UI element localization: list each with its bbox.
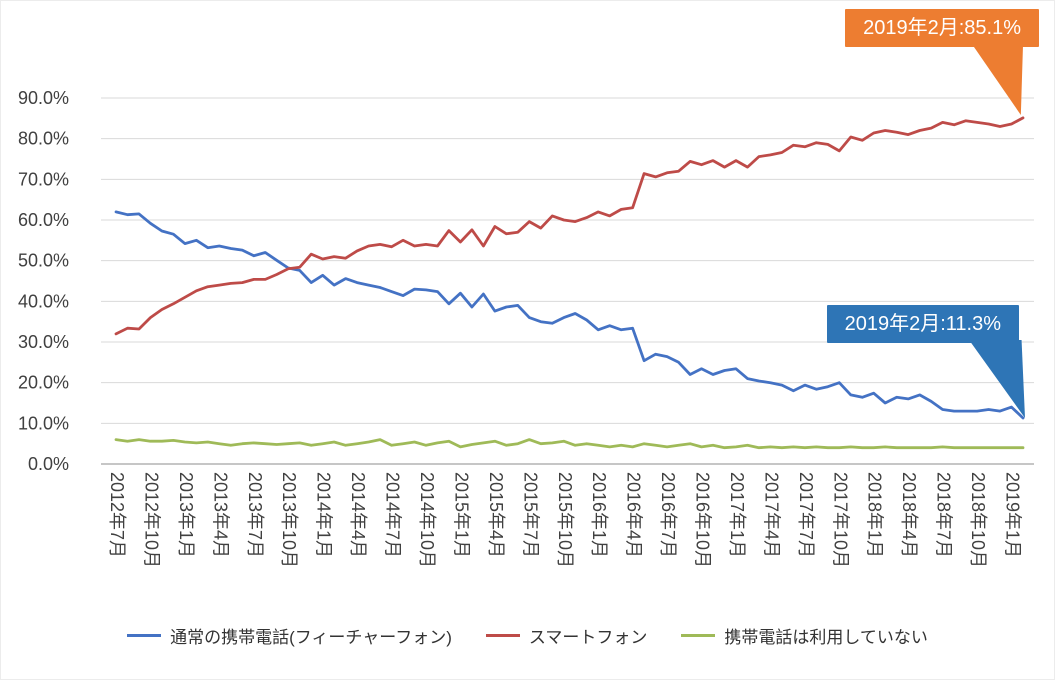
x-tick-label: 2017年10月 xyxy=(830,472,850,568)
x-tick-label: 2017年4月 xyxy=(761,472,781,558)
x-tick-label: 2014年1月 xyxy=(314,472,334,558)
x-tick-label: 2018年10月 xyxy=(968,472,988,568)
y-tick-label: 50.0% xyxy=(18,251,69,271)
x-tick-label: 2017年1月 xyxy=(727,472,747,558)
x-tick-label: 2014年4月 xyxy=(348,472,368,558)
legend-label-feature-phone: 通常の携帯電話(フィーチャーフォン) xyxy=(170,628,452,647)
legend: 通常の携帯電話(フィーチャーフォン) スマートフォン 携帯電話は利用していない xyxy=(1,623,1054,648)
x-tick-label: 2016年7月 xyxy=(658,472,678,558)
y-tick-label: 40.0% xyxy=(18,291,69,311)
x-tick-label: 2012年10月 xyxy=(141,472,161,568)
legend-label-no-phone: 携帯電話は利用していない xyxy=(724,628,928,647)
feature-phone-callout-label: 2019年2月:11.3% xyxy=(844,313,1001,335)
legend-line-swatch-red xyxy=(485,634,520,637)
y-tick-label: 10.0% xyxy=(18,413,69,433)
x-tick-label: 2015年1月 xyxy=(451,472,471,558)
x-tick-label: 2014年10月 xyxy=(417,472,437,568)
x-tick-label: 2012年7月 xyxy=(107,472,127,558)
x-tick-label: 2018年1月 xyxy=(865,472,885,558)
legend-line-swatch-green xyxy=(681,634,716,637)
x-tick-label: 2013年10月 xyxy=(279,472,299,568)
y-tick-label: 70.0% xyxy=(18,169,69,189)
series-line xyxy=(114,438,1025,450)
x-tick-label: 2016年10月 xyxy=(693,472,713,568)
y-tick-label: 80.0% xyxy=(18,129,69,149)
x-tick-label: 2013年4月 xyxy=(210,472,230,558)
legend-item-smartphone: スマートフォン xyxy=(485,623,648,648)
x-tick-label: 2015年10月 xyxy=(555,472,575,568)
legend-item-feature-phone: 通常の携帯電話(フィーチャーフォン) xyxy=(127,623,452,648)
x-tick-label: 2015年7月 xyxy=(520,472,540,558)
smartphone-callout: 2019年2月:85.1% xyxy=(845,9,1039,47)
x-tick-label: 2014年7月 xyxy=(383,472,403,558)
legend-item-no-phone: 携帯電話は利用していない xyxy=(681,623,928,648)
smartphone-callout-label: 2019年2月:85.1% xyxy=(863,17,1021,39)
x-tick-label: 2018年4月 xyxy=(899,472,919,558)
x-tick-label: 2015年4月 xyxy=(486,472,506,558)
feature-phone-callout: 2019年2月:11.3% xyxy=(826,305,1019,343)
x-tick-label: 2016年1月 xyxy=(589,472,609,558)
x-tick-label: 2013年7月 xyxy=(245,472,265,558)
y-tick-label: 20.0% xyxy=(18,373,69,393)
y-tick-label: 90.0% xyxy=(18,88,69,108)
x-tick-label: 2018年7月 xyxy=(934,472,954,558)
legend-line-swatch-blue xyxy=(127,634,162,637)
legend-label-smartphone: スマートフォン xyxy=(528,628,648,647)
x-tick-label: 2019年1月 xyxy=(1003,472,1023,558)
x-tick-label: 2016年4月 xyxy=(624,472,644,558)
x-tick-label: 2013年1月 xyxy=(176,472,196,558)
y-tick-label: 60.0% xyxy=(18,210,69,230)
x-tick-label: 2017年7月 xyxy=(796,472,816,558)
series-line xyxy=(114,116,1025,336)
y-tick-label: 30.0% xyxy=(18,332,69,352)
y-tick-label: 0.0% xyxy=(28,454,69,474)
series-line xyxy=(114,210,1025,420)
